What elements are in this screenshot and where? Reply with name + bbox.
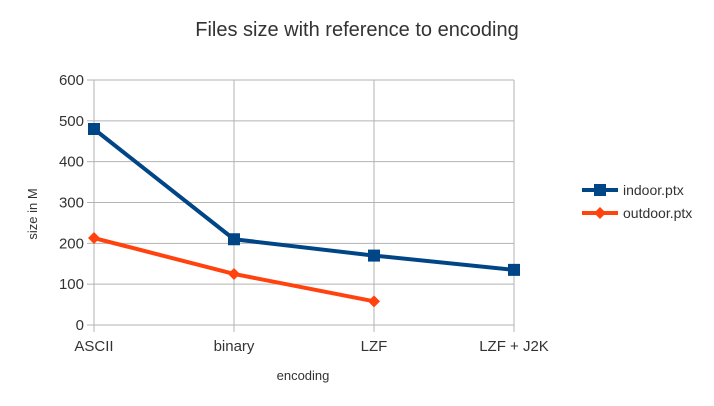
y-tick-label: 600 xyxy=(59,72,84,89)
y-axis-ticks: 0 100 200 300 400 500 600 xyxy=(59,72,84,334)
x-tick-label: binary xyxy=(214,338,255,355)
y-tick-label: 500 xyxy=(59,113,84,130)
y-tick-label: 0 xyxy=(76,317,84,334)
y-axis-label: size in M xyxy=(25,188,40,239)
y-tick-label: 400 xyxy=(59,154,84,171)
series-line xyxy=(92,127,515,272)
x-axis-ticks: ASCII binary LZF LZF + J2K xyxy=(74,338,548,355)
y-tick-label: 200 xyxy=(59,235,84,252)
series-group xyxy=(88,123,520,308)
data-point xyxy=(368,295,380,308)
data-point xyxy=(88,123,100,135)
x-tick-label: LZF + J2K xyxy=(479,338,549,355)
legend-marker xyxy=(594,207,606,219)
series-1 xyxy=(88,232,380,308)
legend-marker xyxy=(594,184,606,196)
legend-item: indoor.ptx xyxy=(582,182,684,198)
legend-label: indoor.ptx xyxy=(623,182,684,198)
data-point xyxy=(228,267,240,280)
series-0 xyxy=(88,123,520,276)
y-tick-label: 100 xyxy=(59,276,84,293)
gridlines xyxy=(87,79,515,332)
legend-item: outdoor.ptx xyxy=(582,205,692,221)
legend-label: outdoor.ptx xyxy=(623,205,692,221)
data-point xyxy=(88,232,100,245)
x-tick-label: ASCII xyxy=(74,338,113,355)
data-point xyxy=(368,249,380,262)
y-tick-label: 300 xyxy=(59,195,84,212)
x-axis-label: encoding xyxy=(277,368,330,383)
chart-title: Files size with reference to encoding xyxy=(195,19,519,41)
legend: indoor.ptx outdoor.ptx xyxy=(582,182,692,221)
data-point xyxy=(228,233,240,246)
x-tick-label: LZF xyxy=(361,338,388,355)
data-point xyxy=(508,263,520,276)
